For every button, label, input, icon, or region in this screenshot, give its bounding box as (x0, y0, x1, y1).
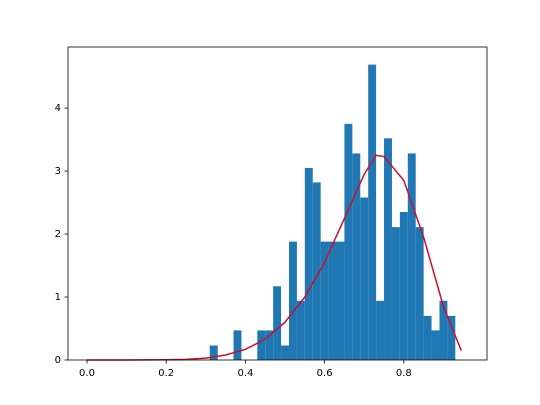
bar (209, 345, 218, 360)
bar (328, 241, 337, 360)
x-tick-label: 0.8 (396, 368, 412, 379)
bar (399, 212, 408, 360)
bar (391, 227, 400, 360)
bar (447, 315, 456, 360)
bar (336, 241, 345, 360)
bar (384, 138, 392, 360)
y-tick-label: 3 (55, 166, 61, 177)
x-tick-label: 0.0 (79, 368, 95, 379)
bar (281, 345, 289, 360)
bar (423, 315, 432, 360)
y-tick-label: 4 (55, 103, 61, 114)
x-tick-label: 0.2 (158, 368, 174, 379)
bar (257, 330, 266, 360)
bar (296, 300, 305, 360)
bar (233, 330, 242, 360)
x-tick-label: 0.4 (237, 368, 253, 379)
bar (273, 286, 282, 360)
bar (439, 300, 448, 360)
y-tick-label: 0 (55, 355, 61, 366)
bar (376, 300, 385, 360)
bar (407, 153, 416, 360)
y-tick-label: 2 (55, 229, 61, 240)
bar (320, 241, 329, 360)
axes-frame (67, 46, 488, 361)
y-tick-label: 1 (55, 292, 61, 303)
density-curve (87, 154, 462, 361)
bar (344, 123, 353, 360)
bar (312, 182, 321, 360)
bar (415, 227, 424, 360)
bar (288, 241, 297, 360)
bar (265, 330, 274, 360)
bar (304, 167, 313, 360)
bar (431, 330, 440, 360)
x-tick-label: 0.6 (317, 368, 333, 379)
bar (352, 153, 361, 360)
bar (368, 64, 377, 361)
bar (360, 197, 369, 360)
